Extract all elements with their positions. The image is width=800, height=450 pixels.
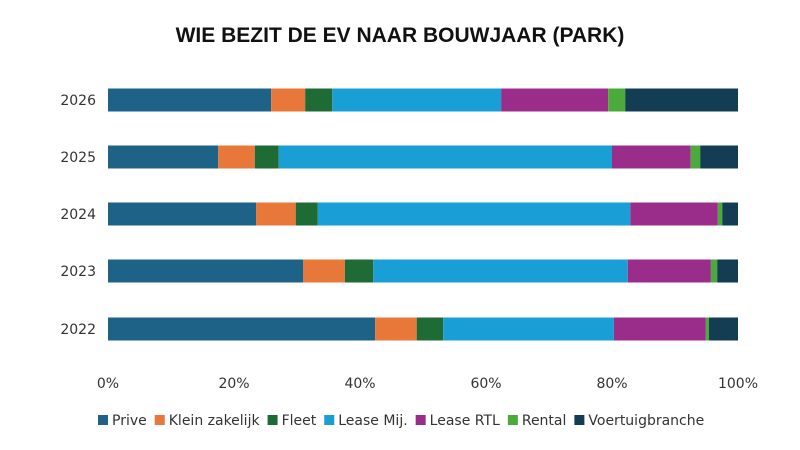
bar-segment-rental: [710, 259, 718, 283]
bar-segment-prive: [108, 317, 376, 341]
bar-segment-lease-rtl: [630, 202, 718, 226]
bar-segment-klein-zakelijk: [256, 202, 296, 226]
legend-label: Fleet: [282, 413, 317, 429]
category-label: 2022: [60, 322, 96, 338]
bar-segment-prive: [108, 259, 304, 283]
legend-swatch: [324, 415, 335, 425]
bar-segment-rental: [608, 88, 626, 112]
bar-segment-voertuigbranche: [700, 145, 738, 169]
bar-segment-fleet: [305, 88, 333, 112]
x-tick-label: 0%: [97, 376, 119, 392]
bar-segment-rental: [717, 202, 723, 226]
legend-label: Prive: [112, 413, 147, 429]
bar-segment-fleet: [254, 145, 279, 169]
bar-segment-fleet: [416, 317, 444, 341]
bar-segment-prive: [108, 88, 272, 112]
bar-segment-lease-rtl: [613, 317, 706, 341]
x-tick-label: 60%: [470, 376, 501, 392]
bar-segment-prive: [108, 145, 219, 169]
x-tick-label: 40%: [344, 376, 375, 392]
bar-segment-rental: [705, 317, 710, 341]
bar-segment-lease-rtl: [612, 145, 691, 169]
bar-segment-voertuigbranche: [625, 88, 738, 112]
legend-swatch: [574, 415, 585, 425]
x-tick-label: 100%: [718, 376, 758, 392]
chart-title: WIE BEZIT DE EV NAAR BOUWJAAR (PARK): [176, 24, 625, 47]
legend-swatch: [415, 415, 426, 425]
bar-segment-fleet: [344, 259, 374, 283]
legend-swatch: [267, 415, 278, 425]
x-tick-label: 80%: [596, 376, 627, 392]
bar-segment-lease-rtl: [501, 88, 609, 112]
bar-segment-lease-mij-: [332, 88, 502, 112]
legend-swatch: [154, 415, 165, 425]
bar-segment-lease-rtl: [627, 259, 711, 283]
category-label: 2025: [60, 150, 96, 166]
category-label: 2026: [60, 93, 96, 109]
bar-segment-lease-mij-: [278, 145, 612, 169]
legend-label: Lease RTL: [430, 413, 500, 429]
bar-segment-lease-mij-: [317, 202, 631, 226]
legend-swatch: [98, 415, 108, 425]
category-label: 2023: [60, 264, 96, 280]
bar-segment-klein-zakelijk: [375, 317, 417, 341]
category-label: 2024: [60, 207, 96, 223]
bar-segment-klein-zakelijk: [218, 145, 255, 169]
bar-segment-rental: [690, 145, 701, 169]
bar-segment-lease-mij-: [443, 317, 614, 341]
legend-label: Klein zakelijk: [169, 413, 261, 429]
bar-segment-voertuigbranche: [709, 317, 738, 341]
bar-segment-fleet: [295, 202, 318, 226]
legend-label: Rental: [522, 413, 567, 429]
legend-label: Voertuigbranche: [588, 413, 704, 429]
legend-label: Lease Mij.: [338, 413, 407, 429]
bar-segment-klein-zakelijk: [303, 259, 345, 283]
legend-swatch: [507, 415, 518, 425]
bar-segment-klein-zakelijk: [271, 88, 306, 112]
bar-segment-voertuigbranche: [717, 259, 738, 283]
bar-segment-prive: [108, 202, 257, 226]
bar-segment-voertuigbranche: [722, 202, 738, 226]
bar-segment-lease-mij-: [373, 259, 628, 283]
x-tick-label: 20%: [218, 376, 249, 392]
